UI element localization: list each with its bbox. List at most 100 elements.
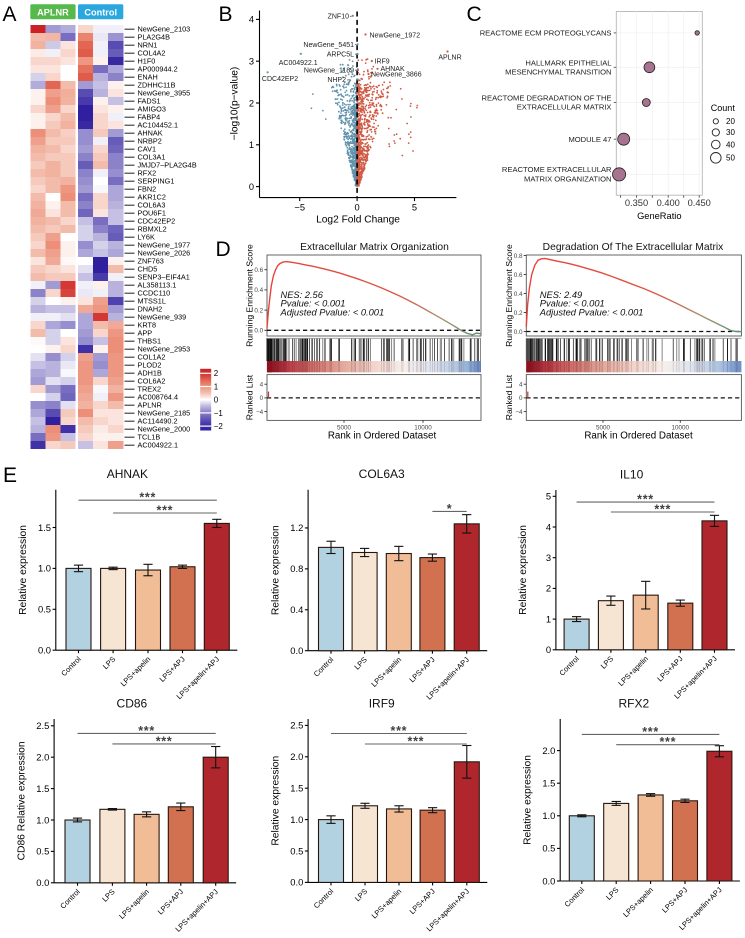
svg-text:COL4A2: COL4A2 — [138, 49, 166, 58]
svg-text:NewGene_2000: NewGene_2000 — [138, 425, 191, 434]
svg-text:NewGene_5451: NewGene_5451 — [303, 42, 354, 49]
svg-text:E: E — [3, 464, 17, 487]
svg-text:GeneRatio: GeneRatio — [637, 211, 681, 221]
svg-text:IRF9: IRF9 — [375, 58, 390, 65]
svg-text:IL10: IL10 — [620, 468, 644, 482]
svg-text:0.400: 0.400 — [657, 198, 680, 208]
svg-text:REACTOME ECM PROTEOGLYCANS: REACTOME ECM PROTEOGLYCANS — [480, 29, 612, 38]
svg-text:4: 4 — [519, 381, 523, 388]
svg-text:RBMXL2: RBMXL2 — [138, 225, 167, 234]
svg-text:0.0: 0.0 — [36, 877, 49, 888]
svg-text:1: 1 — [546, 613, 551, 624]
svg-text:NewGene_939: NewGene_939 — [138, 313, 187, 322]
svg-text:REACTOME EXTRACELLULAR: REACTOME EXTRACELLULAR — [502, 165, 612, 174]
svg-text:0: 0 — [249, 182, 254, 192]
svg-text:***: *** — [156, 734, 173, 748]
svg-text:2: 2 — [249, 98, 254, 108]
svg-text:Count: Count — [711, 103, 736, 113]
svg-text:DNAH2: DNAH2 — [138, 305, 163, 314]
svg-text:ZNF763: ZNF763 — [138, 257, 164, 266]
svg-text:0.0: 0.0 — [290, 645, 303, 656]
svg-text:Running Enrichment Score: Running Enrichment Score — [504, 244, 514, 347]
svg-text:CDC42EP2: CDC42EP2 — [138, 217, 176, 226]
svg-text:CDC42EP2: CDC42EP2 — [262, 76, 298, 83]
svg-text:CHD5: CHD5 — [138, 265, 158, 274]
svg-text:*: * — [447, 502, 453, 516]
svg-text:ADH1B: ADH1B — [138, 369, 162, 378]
svg-text:2.5: 2.5 — [36, 720, 49, 731]
svg-text:0: 0 — [260, 395, 264, 402]
svg-text:***: *** — [659, 735, 676, 749]
svg-text:APLNR: APLNR — [138, 401, 162, 410]
svg-text:2.0: 2.0 — [290, 751, 303, 762]
svg-text:***: *** — [654, 502, 671, 516]
svg-text:0.8: 0.8 — [290, 563, 303, 574]
svg-text:NewGene_1977: NewGene_1977 — [138, 241, 191, 250]
svg-text:4: 4 — [546, 521, 551, 532]
svg-text:Ranked List: Ranked List — [245, 374, 255, 420]
svg-text:1.0: 1.0 — [290, 814, 303, 825]
svg-text:TCL1B: TCL1B — [138, 433, 161, 442]
svg-text:0.5: 0.5 — [542, 843, 555, 854]
svg-text:1.5: 1.5 — [542, 778, 555, 789]
svg-text:0.8: 0.8 — [514, 253, 523, 260]
svg-text:NES: 2.49: NES: 2.49 — [540, 290, 582, 300]
svg-text:AHNAK: AHNAK — [381, 66, 405, 73]
svg-text:−2: −2 — [214, 422, 224, 431]
svg-text:COL6A3: COL6A3 — [359, 467, 405, 481]
svg-text:MATRIX ORGANIZATION: MATRIX ORGANIZATION — [524, 174, 611, 183]
svg-text:MTSS1L: MTSS1L — [138, 297, 166, 306]
svg-text:CD86: CD86 — [117, 697, 148, 711]
svg-text:0: 0 — [355, 203, 360, 213]
svg-text:PLOD2: PLOD2 — [138, 361, 162, 370]
svg-text:A: A — [3, 3, 17, 26]
svg-text:***: *** — [408, 734, 425, 748]
svg-text:PLA2G4B: PLA2G4B — [138, 33, 171, 42]
svg-text:KRT8: KRT8 — [138, 321, 157, 330]
svg-text:Degradation Of The Extracellul: Degradation Of The Extracellular Matrix — [543, 242, 725, 253]
svg-text:Adjusted Pvalue: < 0.001: Adjusted Pvalue: < 0.001 — [539, 307, 644, 317]
svg-text:0.5: 0.5 — [36, 846, 49, 857]
svg-text:2.5: 2.5 — [290, 720, 303, 731]
svg-text:APLNR: APLNR — [438, 55, 461, 62]
svg-text:0.4: 0.4 — [514, 291, 523, 298]
svg-text:IRF9: IRF9 — [369, 697, 395, 711]
svg-text:Rank in Ordered Dataset: Rank in Ordered Dataset — [328, 430, 437, 441]
svg-text:NewGene_1189: NewGene_1189 — [304, 67, 354, 74]
svg-text:5000: 5000 — [337, 424, 352, 431]
svg-text:AC004922.1: AC004922.1 — [279, 60, 318, 67]
svg-text:MODULE 47: MODULE 47 — [568, 135, 611, 144]
svg-text:0.5: 0.5 — [38, 604, 51, 615]
svg-text:EXTRACELLULAR MATRIX: EXTRACELLULAR MATRIX — [517, 103, 612, 112]
svg-text:0.2: 0.2 — [514, 310, 523, 317]
svg-text:0.4: 0.4 — [290, 604, 303, 615]
svg-text:NewGene_3955: NewGene_3955 — [138, 89, 191, 98]
svg-text:ENAH: ENAH — [138, 73, 158, 82]
svg-text:0.4: 0.4 — [254, 287, 263, 294]
svg-text:AP000944.2: AP000944.2 — [138, 65, 178, 74]
svg-text:−log10(p−value): −log10(p−value) — [230, 67, 241, 141]
svg-text:0.0: 0.0 — [514, 329, 523, 336]
svg-text:Relative expression: Relative expression — [522, 755, 533, 845]
svg-text:D: D — [216, 238, 231, 261]
svg-text:FADS1: FADS1 — [138, 97, 161, 106]
svg-text:NRN1: NRN1 — [138, 41, 158, 50]
svg-text:2: 2 — [546, 583, 551, 594]
svg-text:Pvalue: < 0.001: Pvalue: < 0.001 — [281, 299, 346, 309]
svg-text:Extracellular Matrix Organizat: Extracellular Matrix Organization — [300, 242, 449, 253]
svg-text:50: 50 — [726, 154, 735, 163]
svg-text:THBS1: THBS1 — [138, 337, 162, 346]
svg-text:COL1A2: COL1A2 — [138, 353, 166, 362]
svg-text:Relative expression: Relative expression — [18, 525, 29, 615]
svg-text:0.0: 0.0 — [254, 328, 263, 335]
svg-text:AKR1C2: AKR1C2 — [138, 193, 166, 202]
svg-text:−5: −5 — [294, 203, 305, 213]
svg-text:40: 40 — [726, 140, 735, 149]
svg-text:10000: 10000 — [414, 424, 432, 431]
svg-text:FBN2: FBN2 — [138, 185, 157, 194]
svg-text:NewGene_2185: NewGene_2185 — [138, 409, 191, 418]
svg-text:−4: −4 — [515, 409, 523, 416]
svg-text:B: B — [219, 3, 233, 26]
svg-text:AHNAK: AHNAK — [138, 129, 163, 138]
svg-text:ARPC5L: ARPC5L — [327, 51, 354, 58]
